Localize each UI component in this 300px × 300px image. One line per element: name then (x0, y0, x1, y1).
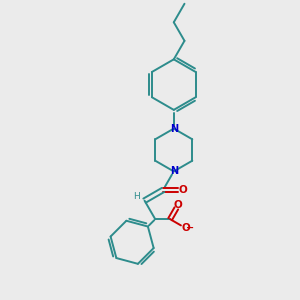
Text: H: H (133, 192, 140, 201)
Text: O: O (181, 223, 190, 233)
Text: O: O (178, 185, 187, 195)
Text: N: N (170, 167, 178, 176)
Text: N: N (170, 124, 178, 134)
Text: −: − (186, 223, 194, 233)
Text: O: O (173, 200, 182, 210)
